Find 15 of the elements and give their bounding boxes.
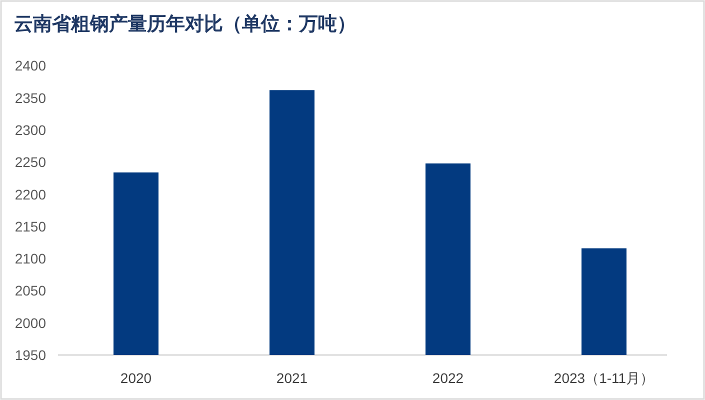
y-tick-label: 2050 bbox=[14, 282, 46, 299]
y-tick-label: 2350 bbox=[14, 90, 46, 106]
chart-title: 云南省粗钢产量历年对比（单位：万吨） bbox=[14, 13, 356, 35]
y-tick-label: 2100 bbox=[14, 250, 46, 267]
y-tick-label: 2400 bbox=[14, 58, 46, 74]
y-tick-label: 2150 bbox=[14, 218, 46, 234]
x-tick-label: 2020 bbox=[120, 370, 152, 386]
x-tick-label: 2022 bbox=[432, 370, 464, 386]
y-tick-label: 1950 bbox=[14, 347, 46, 363]
x-tick-label: 2021 bbox=[276, 370, 308, 386]
y-tick-label: 2300 bbox=[14, 122, 46, 138]
y-tick-label: 2000 bbox=[14, 314, 46, 331]
y-tick-label: 2250 bbox=[14, 154, 46, 170]
y-tick-label: 2200 bbox=[14, 186, 46, 202]
x-tick-label: 2023（1-11月） bbox=[554, 370, 654, 386]
